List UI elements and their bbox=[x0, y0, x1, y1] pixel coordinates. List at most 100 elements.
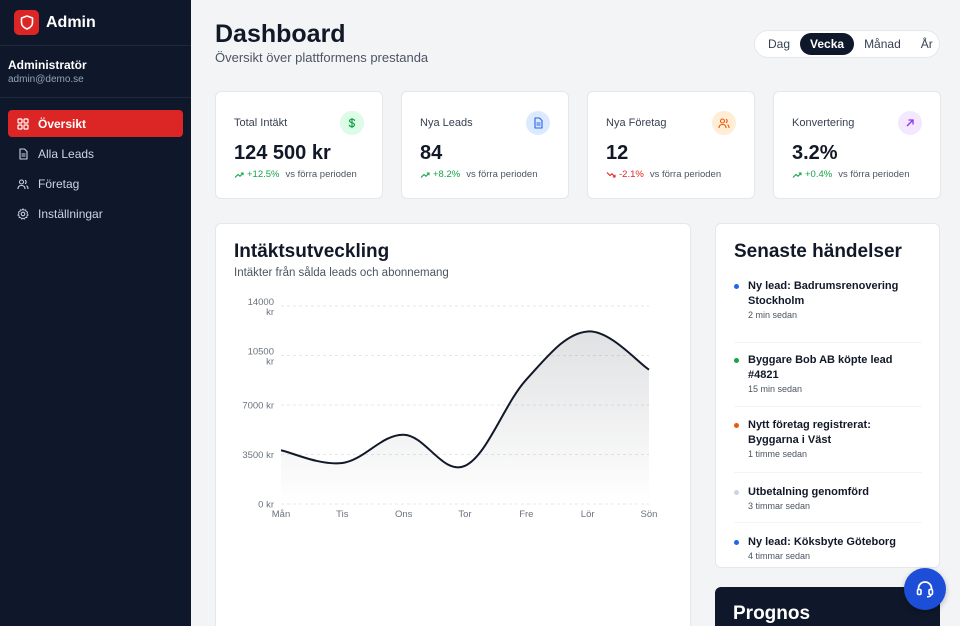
revenue-area bbox=[281, 331, 649, 504]
document-icon bbox=[526, 111, 550, 135]
period-manad-button[interactable]: Månad bbox=[864, 37, 901, 51]
event-time: 15 min sedan bbox=[748, 384, 803, 394]
main-content: Dashboard Översikt över plattformens pre… bbox=[191, 0, 960, 626]
trend-up-icon bbox=[234, 171, 244, 178]
chart-title: Intäktsutveckling bbox=[234, 241, 390, 262]
sidebar-nav: Översikt Alla Leads Företag Inställninga… bbox=[0, 98, 191, 227]
y-tick-label: 14000 kr bbox=[248, 297, 274, 318]
x-tick-label: Tor bbox=[458, 509, 471, 520]
kpi-vs-label: vs förra perioden bbox=[466, 169, 538, 180]
kpi-delta: -2.1% bbox=[619, 169, 644, 180]
users-icon bbox=[712, 111, 736, 135]
y-tick-label: 10500 kr bbox=[248, 347, 274, 368]
event-text: Nytt företag registrerat: Byggarna i Väs… bbox=[748, 419, 871, 446]
brand[interactable]: Admin bbox=[0, 0, 191, 46]
y-tick-label: 7000 kr bbox=[242, 401, 274, 412]
event-text: Utbetalning genomförd bbox=[748, 486, 869, 498]
x-tick-label: Lör bbox=[581, 509, 595, 520]
headset-icon bbox=[916, 581, 934, 598]
event-dot bbox=[734, 284, 739, 289]
period-vecka-button[interactable]: Vecka bbox=[800, 33, 855, 55]
sidebar-item-label: Översikt bbox=[38, 116, 87, 131]
arrow-up-right-icon bbox=[898, 111, 922, 135]
period-selector: Dag Vecka Månad År bbox=[754, 30, 940, 58]
sidebar-item-alla-leads[interactable]: Alla Leads bbox=[8, 140, 183, 167]
kpi-card-konvertering: Konvertering 3.2% +0.4% vs förra periode… bbox=[773, 91, 941, 199]
kpi-change: -2.1% vs förra perioden bbox=[606, 169, 721, 180]
event-item[interactable]: Byggare Bob AB köpte lead #4821 15 min s… bbox=[734, 343, 922, 407]
user-email: admin@demo.se bbox=[8, 74, 84, 85]
x-tick-label: Mån bbox=[272, 509, 290, 520]
event-dot bbox=[734, 540, 739, 545]
sidebar-item-label: Inställningar bbox=[38, 206, 103, 221]
kpi-delta: +12.5% bbox=[247, 169, 280, 180]
x-tick-label: Tis bbox=[336, 509, 349, 520]
sidebar-item-oversikt[interactable]: Översikt bbox=[8, 110, 183, 137]
kpi-value: 3.2% bbox=[792, 142, 838, 164]
events-list: Ny lead: Badrumsrenovering Stockholm 2 m… bbox=[734, 279, 922, 571]
kpi-vs-label: vs förra perioden bbox=[838, 169, 910, 180]
trend-up-icon bbox=[420, 171, 430, 178]
revenue-chart: 0 kr 3500 kr 7000 kr 10500 kr 14000 kr Mån Tis O… bbox=[242, 297, 658, 520]
sidebar-item-label: Alla Leads bbox=[38, 146, 95, 161]
dollar-icon bbox=[340, 111, 364, 135]
event-dot bbox=[734, 358, 739, 363]
event-item[interactable]: Ny lead: Badrumsrenovering Stockholm 2 m… bbox=[734, 279, 922, 343]
gear-icon bbox=[17, 207, 29, 220]
period-ar-button[interactable]: År bbox=[920, 37, 933, 51]
y-tick-label: 3500 kr bbox=[242, 450, 274, 461]
prognos-title: Prognos bbox=[733, 603, 811, 624]
events-title: Senaste händelser bbox=[734, 241, 902, 262]
prognos-card: Prognos bbox=[715, 587, 940, 626]
event-item[interactable]: Ny lead: Köksbyte Göteborg 4 timmar seda… bbox=[734, 523, 922, 571]
x-tick-label: Ons bbox=[395, 509, 413, 520]
kpi-vs-label: vs förra perioden bbox=[285, 169, 357, 180]
event-dot bbox=[734, 423, 739, 428]
event-text: Ny lead: Köksbyte Göteborg bbox=[748, 536, 896, 548]
kpi-value: 124 500 kr bbox=[234, 142, 331, 164]
kpi-change: +12.5% vs förra perioden bbox=[234, 169, 357, 180]
chart-subtitle: Intäkter från sålda leads och abonnemang bbox=[234, 267, 449, 279]
event-text: Byggare Bob AB köpte lead #4821 bbox=[748, 354, 893, 381]
page-title: Dashboard bbox=[215, 20, 346, 48]
kpi-value: 84 bbox=[420, 142, 443, 164]
y-tick-label: 0 kr bbox=[258, 500, 274, 511]
document-icon bbox=[19, 147, 28, 160]
trend-up-icon bbox=[792, 171, 802, 178]
kpi-card-nya-leads: Nya Leads 84 +8.2% vs förra perioden bbox=[401, 91, 569, 199]
period-dag-button[interactable]: Dag bbox=[768, 37, 791, 51]
kpi-label: Total Intäkt bbox=[234, 117, 288, 129]
sidebar-item-foretag[interactable]: Företag bbox=[8, 170, 183, 197]
kpi-delta: +0.4% bbox=[805, 169, 833, 180]
x-tick-label: Fre bbox=[519, 509, 533, 520]
sidebar-item-label: Företag bbox=[38, 176, 80, 191]
shield-icon bbox=[14, 10, 39, 35]
brand-name: Admin bbox=[46, 13, 96, 31]
users-icon bbox=[17, 178, 29, 189]
kpi-change: +8.2% vs förra perioden bbox=[420, 169, 538, 180]
kpi-card-total-intakt: Total Intäkt 124 500 kr +12.5% vs förra … bbox=[215, 91, 383, 199]
grid-icon bbox=[17, 117, 29, 130]
support-chat-button[interactable] bbox=[904, 568, 946, 610]
user-name: Administratör bbox=[8, 58, 87, 72]
event-dot bbox=[734, 490, 739, 495]
event-item[interactable]: Utbetalning genomförd 3 timmar sedan bbox=[734, 473, 922, 523]
trend-down-icon bbox=[606, 171, 616, 178]
kpi-card-nya-foretag: Nya Företag 12 -2.1% vs förra perioden bbox=[587, 91, 755, 199]
sidebar-item-installningar[interactable]: Inställningar bbox=[8, 200, 183, 227]
kpi-change: +0.4% vs förra perioden bbox=[792, 169, 910, 180]
revenue-chart-card: Intäktsutveckling Intäkter från sålda le… bbox=[215, 223, 691, 626]
revenue-line bbox=[280, 330, 650, 469]
kpi-label: Konvertering bbox=[792, 117, 855, 129]
page-subtitle: Översikt över plattformens prestanda bbox=[215, 50, 429, 65]
kpi-label: Nya Leads bbox=[420, 117, 473, 129]
sidebar: Admin Administratör admin@demo.se Översi… bbox=[0, 0, 191, 626]
x-tick-label: Sön bbox=[641, 509, 658, 520]
event-time: 2 min sedan bbox=[748, 310, 798, 320]
kpi-label: Nya Företag bbox=[606, 117, 667, 129]
event-time: 3 timmar sedan bbox=[748, 501, 811, 511]
event-item[interactable]: Nytt företag registrerat: Byggarna i Väs… bbox=[734, 407, 922, 473]
event-text: Ny lead: Badrumsrenovering Stockholm bbox=[748, 280, 899, 307]
kpi-delta: +8.2% bbox=[433, 169, 461, 180]
kpi-vs-label: vs förra perioden bbox=[649, 169, 722, 180]
